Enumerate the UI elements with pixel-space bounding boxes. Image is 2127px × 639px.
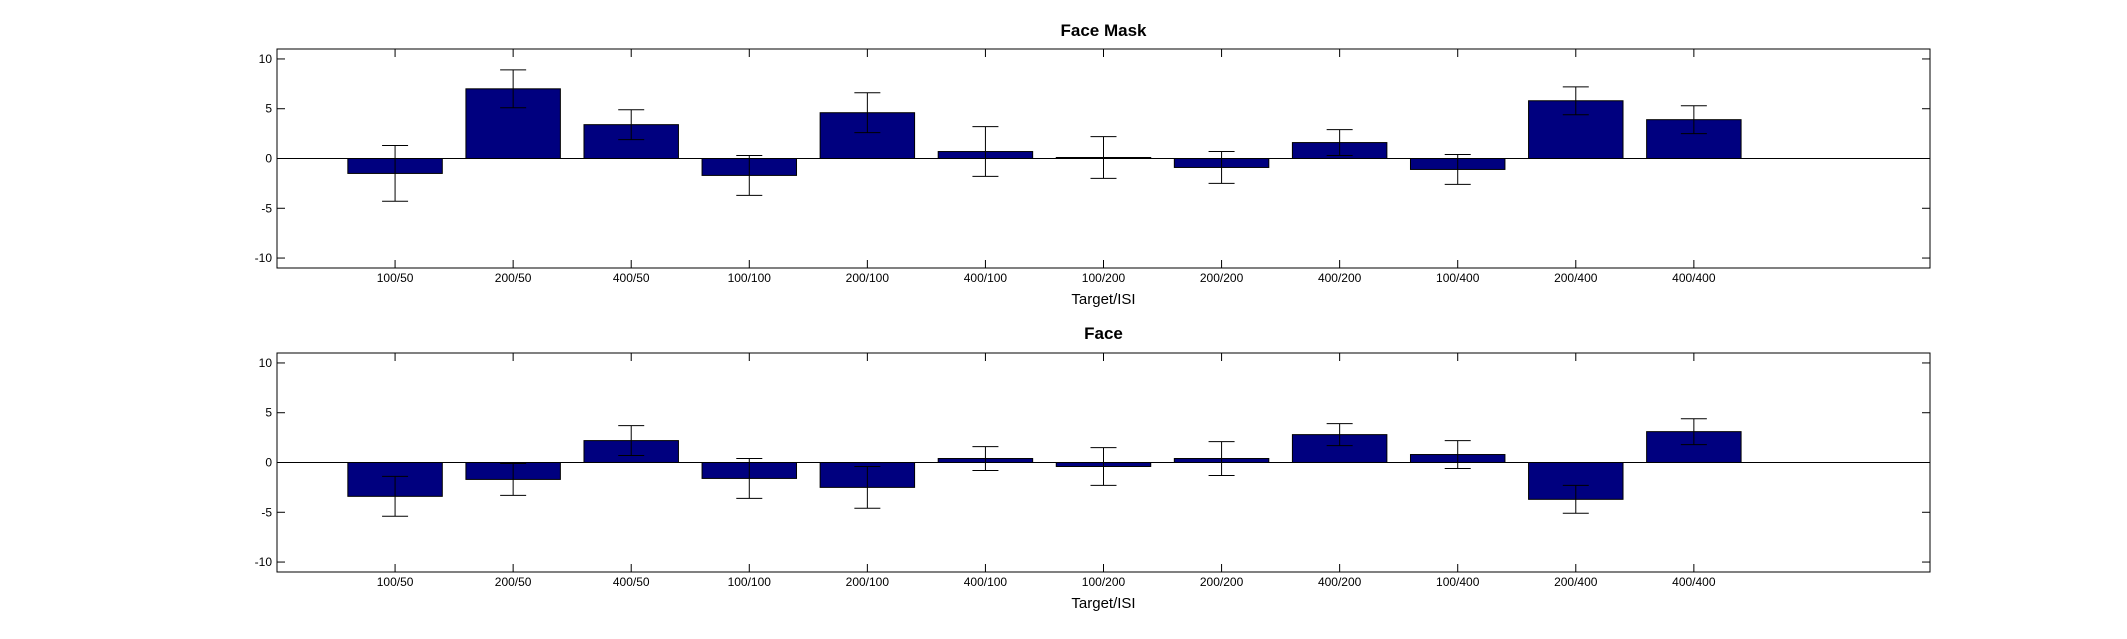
x-tick-label: 100/400 xyxy=(1436,271,1480,285)
x-tick-label: 400/50 xyxy=(613,575,650,589)
error-bar xyxy=(1680,418,1707,446)
error-bar xyxy=(618,425,645,457)
error-bar xyxy=(736,458,763,499)
error-bar xyxy=(1680,105,1707,135)
chart-title: Face Mask xyxy=(1061,21,1148,40)
error-bar xyxy=(972,446,999,471)
chart-1: Face Mask -10 -5 0 5 10 100/50 200/50 400/50 100/… xyxy=(255,21,1931,308)
error-bar xyxy=(1326,129,1353,157)
error-bar xyxy=(736,155,763,196)
error-bar xyxy=(972,126,999,177)
error-bar xyxy=(1090,447,1117,486)
x-axis-label: Target/ISI xyxy=(1071,291,1135,308)
x-tick-label: 400/200 xyxy=(1318,575,1362,589)
x-tick-label: 100/100 xyxy=(728,271,772,285)
error-bar xyxy=(1444,154,1471,185)
error-bar xyxy=(1208,151,1235,184)
error-bar xyxy=(618,109,645,141)
y-tick-label: -10 xyxy=(255,555,273,569)
x-tick-label: 200/200 xyxy=(1200,271,1244,285)
chart-title: Face xyxy=(1084,324,1123,343)
x-tick-label: 200/50 xyxy=(495,271,532,285)
error-bar xyxy=(382,475,409,517)
y-tick-label: 10 xyxy=(259,52,273,66)
x-tick-label: 200/200 xyxy=(1200,575,1244,589)
x-tick-label: 400/100 xyxy=(964,575,1008,589)
error-bar xyxy=(854,465,881,509)
error-bar xyxy=(854,92,881,134)
x-tick-label: 400/200 xyxy=(1318,271,1362,285)
x-tick-label: 200/50 xyxy=(495,575,532,589)
x-tick-label: 100/200 xyxy=(1082,271,1126,285)
x-tick-label: 200/100 xyxy=(846,575,890,589)
y-tick-label: 5 xyxy=(265,406,272,420)
x-axis-label: Target/ISI xyxy=(1071,595,1135,612)
x-tick-label: 100/200 xyxy=(1082,575,1126,589)
x-tick-label: 100/400 xyxy=(1436,575,1480,589)
error-bar xyxy=(1562,86,1589,116)
x-tick-label: 100/100 xyxy=(728,575,772,589)
x-tick-label: 200/100 xyxy=(846,271,890,285)
y-tick-label: -5 xyxy=(261,201,272,215)
error-bar xyxy=(1444,440,1471,469)
x-tick-label: 200/400 xyxy=(1554,271,1598,285)
x-tick-label: 400/50 xyxy=(613,271,650,285)
error-bar xyxy=(500,69,527,109)
error-bar xyxy=(1090,136,1117,179)
x-tick-label: 100/50 xyxy=(377,575,414,589)
x-tick-label: 400/400 xyxy=(1672,271,1716,285)
error-bar xyxy=(1562,484,1589,514)
x-tick-label: 200/400 xyxy=(1554,575,1598,589)
x-tick-label: 400/400 xyxy=(1672,575,1716,589)
error-bar xyxy=(500,462,527,496)
chart-2: Face -10 -5 0 5 10 100/50 200/50 400/50 100/100 20… xyxy=(255,324,1931,612)
y-tick-label: -10 xyxy=(255,251,273,265)
error-bar xyxy=(1326,423,1353,447)
y-tick-label: -5 xyxy=(261,505,272,519)
y-tick-label: 5 xyxy=(265,102,272,116)
y-tick-label: 0 xyxy=(265,152,272,166)
error-bar xyxy=(1208,441,1235,476)
y-tick-label: 10 xyxy=(259,356,273,370)
error-bar xyxy=(382,145,409,202)
y-tick-label: 0 xyxy=(265,456,272,470)
x-tick-label: 400/100 xyxy=(964,271,1008,285)
x-tick-label: 100/50 xyxy=(377,271,414,285)
